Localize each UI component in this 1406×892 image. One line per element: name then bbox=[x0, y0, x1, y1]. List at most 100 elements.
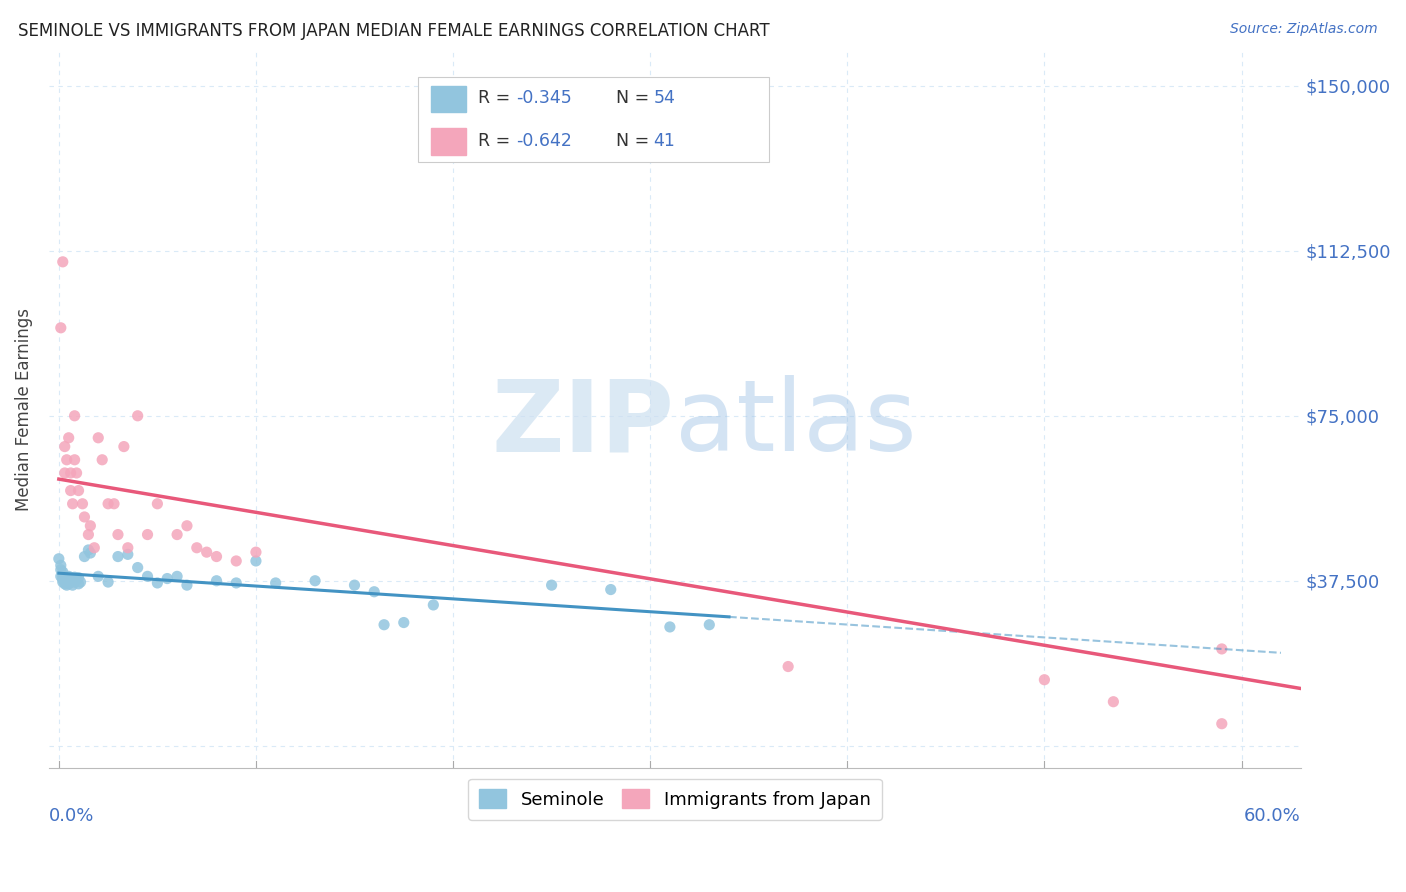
Point bbox=[136, 527, 159, 541]
Point bbox=[107, 527, 129, 541]
Point bbox=[87, 431, 110, 445]
Text: R =: R = bbox=[478, 89, 516, 107]
Point bbox=[55, 578, 77, 592]
Point bbox=[48, 551, 70, 566]
Point bbox=[225, 554, 247, 568]
Point bbox=[117, 547, 139, 561]
Point bbox=[83, 541, 105, 555]
Point bbox=[62, 497, 84, 511]
Text: 0.0%: 0.0% bbox=[49, 807, 94, 825]
Point bbox=[55, 575, 77, 590]
Point bbox=[62, 578, 84, 592]
Text: N =: N = bbox=[616, 89, 655, 107]
Text: ZIP: ZIP bbox=[492, 375, 675, 472]
Point bbox=[53, 577, 76, 591]
Point bbox=[63, 575, 86, 590]
Point bbox=[422, 598, 444, 612]
Point bbox=[205, 574, 228, 588]
Point bbox=[91, 452, 114, 467]
Text: -0.642: -0.642 bbox=[516, 132, 572, 150]
FancyBboxPatch shape bbox=[418, 78, 769, 161]
Point bbox=[97, 575, 120, 590]
Point bbox=[343, 578, 366, 592]
Point bbox=[245, 554, 267, 568]
Point bbox=[49, 558, 72, 573]
Point bbox=[79, 546, 101, 560]
Point bbox=[176, 518, 198, 533]
Point bbox=[59, 571, 82, 585]
Text: -0.345: -0.345 bbox=[516, 89, 572, 107]
Point bbox=[52, 573, 75, 587]
Point bbox=[49, 563, 72, 577]
Point bbox=[205, 549, 228, 564]
Point bbox=[63, 570, 86, 584]
Text: atlas: atlas bbox=[675, 375, 917, 472]
Text: 60.0%: 60.0% bbox=[1244, 807, 1301, 825]
Point bbox=[1211, 642, 1233, 657]
Text: N =: N = bbox=[616, 132, 655, 150]
Point bbox=[73, 510, 96, 524]
Point bbox=[67, 571, 90, 585]
Point bbox=[176, 578, 198, 592]
Point bbox=[697, 617, 720, 632]
Point bbox=[72, 497, 94, 511]
Point bbox=[59, 575, 82, 590]
Point bbox=[73, 549, 96, 564]
Point bbox=[58, 577, 80, 591]
Point bbox=[1033, 673, 1056, 687]
Point bbox=[52, 575, 75, 590]
Point bbox=[52, 569, 75, 583]
Bar bbox=[430, 86, 465, 112]
Text: R =: R = bbox=[478, 132, 516, 150]
Point bbox=[58, 431, 80, 445]
Point bbox=[127, 560, 149, 574]
Point bbox=[52, 255, 75, 269]
Point bbox=[52, 565, 75, 579]
Point bbox=[53, 440, 76, 454]
Bar bbox=[430, 128, 465, 154]
Point bbox=[245, 545, 267, 559]
Point bbox=[79, 518, 101, 533]
Text: SEMINOLE VS IMMIGRANTS FROM JAPAN MEDIAN FEMALE EARNINGS CORRELATION CHART: SEMINOLE VS IMMIGRANTS FROM JAPAN MEDIAN… bbox=[18, 22, 770, 40]
Point bbox=[373, 617, 395, 632]
Point bbox=[166, 569, 188, 583]
Point bbox=[55, 452, 77, 467]
Point bbox=[55, 572, 77, 586]
Point bbox=[49, 321, 72, 335]
Point bbox=[195, 545, 218, 559]
Point bbox=[778, 659, 800, 673]
Point bbox=[264, 576, 287, 591]
Point bbox=[87, 569, 110, 583]
Point bbox=[67, 577, 90, 591]
Point bbox=[62, 573, 84, 587]
Point bbox=[146, 576, 169, 591]
Point bbox=[63, 409, 86, 423]
Point bbox=[136, 569, 159, 583]
Point bbox=[107, 549, 129, 564]
Point bbox=[53, 574, 76, 588]
Point bbox=[225, 576, 247, 591]
Point bbox=[117, 541, 139, 555]
Point bbox=[63, 452, 86, 467]
Point bbox=[166, 527, 188, 541]
Point bbox=[156, 572, 179, 586]
Point bbox=[1211, 716, 1233, 731]
Point bbox=[599, 582, 621, 597]
Point bbox=[53, 569, 76, 583]
Point bbox=[1102, 695, 1125, 709]
Point bbox=[146, 497, 169, 511]
Y-axis label: Median Female Earnings: Median Female Earnings bbox=[15, 308, 32, 511]
Point bbox=[69, 575, 91, 590]
Point bbox=[658, 620, 681, 634]
Point bbox=[65, 466, 87, 480]
Point bbox=[67, 483, 90, 498]
Point bbox=[65, 573, 87, 587]
Point bbox=[186, 541, 208, 555]
Point bbox=[304, 574, 326, 588]
Point bbox=[363, 584, 385, 599]
Point bbox=[58, 573, 80, 587]
Point bbox=[58, 569, 80, 583]
Point bbox=[540, 578, 562, 592]
Point bbox=[53, 466, 76, 480]
Point bbox=[77, 543, 100, 558]
